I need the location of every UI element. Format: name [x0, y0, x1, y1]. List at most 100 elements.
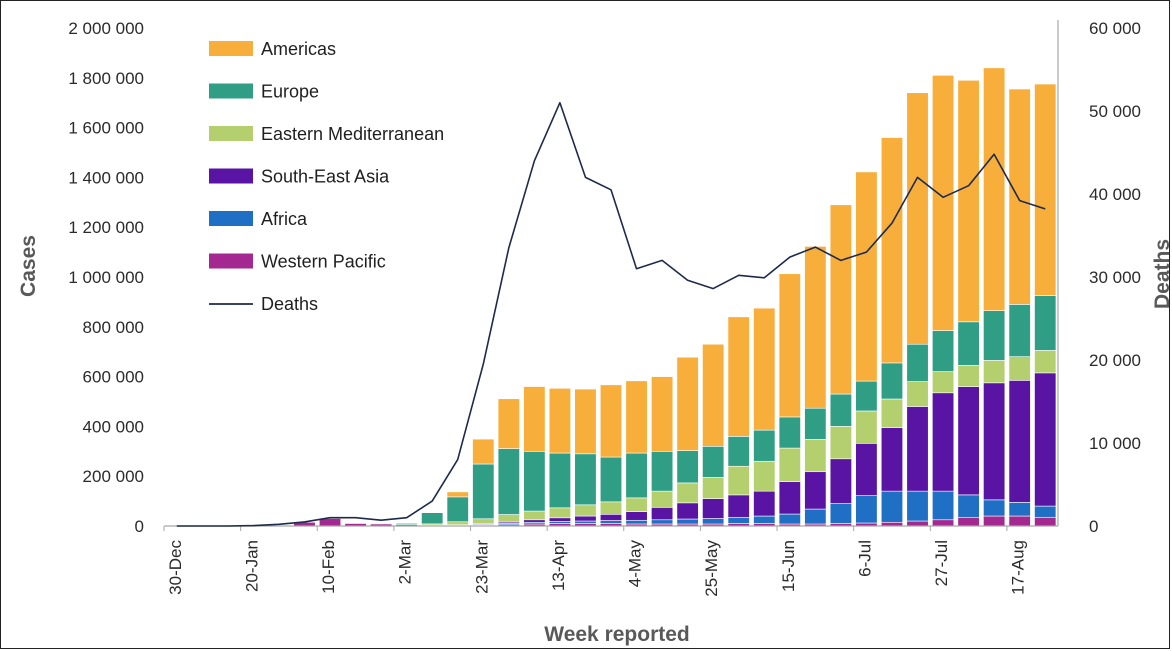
bar-segment-americas-26 [829, 204, 852, 395]
bar-segment-south-east-asia-31 [957, 386, 980, 496]
bar-segment-eastern-mediterranean-29 [906, 381, 929, 407]
bar-segment-europe-31 [957, 321, 980, 366]
y-tick-label: 600 000 [83, 368, 144, 387]
bar-segment-eastern-mediterranean-21 [702, 477, 725, 499]
bar-segment-south-east-asia-30 [932, 392, 955, 492]
y-tick-label: 1 200 000 [68, 218, 144, 237]
legend-label: Deaths [261, 294, 318, 314]
legend: Americas Europe Eastern Mediterranean South… [209, 39, 444, 314]
x-tick-label: 13-Apr [549, 540, 568, 591]
y2-tick-label: 60 000 [1089, 19, 1141, 38]
bar-segment-europe-18 [625, 452, 648, 499]
bar-segment-europe-30 [932, 330, 955, 372]
y2-tick-label: 30 000 [1089, 268, 1141, 287]
bar-segment-south-east-asia-21 [702, 498, 725, 519]
bar-segment-south-east-asia-16 [574, 515, 597, 522]
bar-segment-eastern-mediterranean-13 [497, 514, 520, 523]
legend-swatch-south-east-asia [209, 168, 253, 184]
bar-segment-europe-20 [676, 450, 699, 484]
bar-segment-eastern-mediterranean-20 [676, 482, 699, 504]
bar-segment-south-east-asia-17 [599, 513, 623, 521]
bar-segment-europe-21 [702, 446, 725, 478]
bar-segment-europe-17 [599, 456, 623, 503]
y-tick-label: 1 600 000 [68, 119, 144, 138]
bar-segment-africa-26 [829, 503, 852, 524]
bar-segment-africa-21 [702, 518, 725, 525]
bar-segment-americas-10 [421, 511, 444, 513]
bar-segment-western-pacific-31 [957, 516, 980, 527]
bar-segment-africa-30 [932, 490, 955, 521]
bar-segment-eastern-mediterranean-27 [855, 410, 878, 444]
axes-layer: 0 200 000 400 000 600 000 800 000 1 000 000 1 … [68, 19, 1141, 597]
bar-segment-south-east-asia-33 [1008, 380, 1031, 503]
bar-segment-americas-23 [753, 307, 776, 431]
bar-segment-africa-23 [753, 515, 776, 524]
bar-segment-south-east-asia-26 [829, 458, 852, 504]
bar-segment-africa-32 [983, 499, 1006, 517]
bar-segment-south-east-asia-15 [548, 517, 571, 522]
x-tick-label: 23-Mar [472, 540, 491, 594]
x-tick-label: 2-Mar [396, 540, 415, 585]
bar-segment-europe-19 [651, 450, 674, 492]
bar-segment-eastern-mediterranean-30 [932, 371, 955, 394]
bar-segment-europe-24 [778, 416, 801, 449]
bar-segment-eastern-mediterranean-32 [983, 360, 1006, 384]
bar-segment-south-east-asia-23 [753, 490, 776, 517]
bar-segment-eastern-mediterranean-23 [753, 460, 776, 492]
bar-segment-americas-15 [548, 387, 571, 454]
bar-segment-americas-34 [1034, 83, 1057, 296]
y2-tick-label: 20 000 [1089, 351, 1141, 370]
bar-segment-americas-17 [599, 384, 623, 458]
bar-segment-eastern-mediterranean-26 [829, 426, 852, 460]
bar-segment-eastern-mediterranean-16 [574, 504, 597, 517]
bar-segment-western-pacific-34 [1034, 516, 1057, 527]
x-tick-label: 15-Jun [779, 540, 798, 592]
bar-segment-south-east-asia-27 [855, 443, 878, 496]
bar-segment-europe-33 [1008, 304, 1031, 357]
bar-segment-americas-13 [497, 398, 520, 449]
bar-segment-africa-27 [855, 495, 878, 524]
x-tick-label: 10-Feb [319, 540, 338, 594]
x-tick-label: 17-Aug [1009, 540, 1028, 595]
bar-segment-americas-31 [957, 79, 980, 323]
bar-segment-europe-15 [548, 452, 571, 509]
bar-segment-eastern-mediterranean-34 [1034, 350, 1057, 374]
bar-segment-south-east-asia-32 [983, 382, 1006, 501]
y2-tick-label: 0 [1089, 517, 1098, 536]
bar-segment-europe-25 [804, 407, 827, 440]
legend-swatch-americas [209, 41, 253, 56]
x-tick-label: 27-Jul [932, 540, 951, 586]
legend-label: South-East Asia [261, 167, 390, 187]
bar-segment-africa-28 [880, 490, 903, 523]
bar-segment-americas-24 [778, 273, 801, 418]
bar-segment-south-east-asia-28 [880, 427, 903, 492]
bar-segment-eastern-mediterranean-18 [625, 497, 648, 512]
bar-segment-south-east-asia-20 [676, 502, 699, 520]
bar-segment-americas-32 [983, 67, 1006, 311]
legend-swatch-africa [209, 211, 253, 226]
bar-segment-europe-27 [855, 380, 878, 412]
bar-segment-europe-23 [753, 429, 776, 462]
bar-segment-europe-32 [983, 310, 1006, 361]
bar-segment-americas-29 [906, 92, 929, 345]
bar-segment-europe-14 [523, 450, 546, 512]
bar-segment-europe-28 [880, 362, 903, 400]
y2-axis-title: Deaths [1151, 239, 1171, 309]
y-tick-label: 0 [135, 517, 144, 536]
bar-segment-americas-12 [472, 438, 495, 465]
bar-segment-eastern-mediterranean-25 [804, 439, 827, 473]
legend-label: Africa [261, 209, 308, 229]
bar-segment-americas-27 [855, 171, 878, 382]
bar-segment-europe-34 [1034, 295, 1057, 351]
bar-segment-americas-25 [804, 246, 827, 409]
x-tick-label: 25-May [702, 540, 721, 597]
legend-swatch-europe [209, 83, 253, 99]
bar-segment-eastern-mediterranean-31 [957, 365, 980, 387]
y-tick-label: 1 400 000 [68, 168, 144, 187]
bar-segment-eastern-mediterranean-24 [778, 447, 801, 482]
y-tick-label: 2 000 000 [68, 19, 144, 38]
bar-segment-africa-34 [1034, 505, 1057, 518]
bar-segment-africa-24 [778, 513, 801, 525]
bar-segment-eastern-mediterranean-33 [1008, 356, 1031, 381]
